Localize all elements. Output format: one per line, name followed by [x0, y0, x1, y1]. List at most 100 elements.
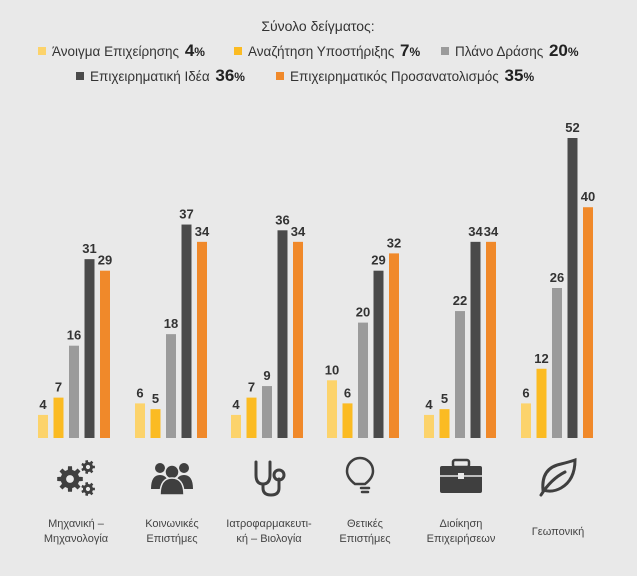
- bar: [342, 403, 353, 438]
- bar-value-label: 4: [232, 397, 240, 412]
- bar-value-label: 34: [291, 224, 306, 239]
- bar-value-label: 5: [152, 391, 159, 406]
- bar: [69, 345, 79, 438]
- gears-icon: [57, 460, 95, 496]
- bar-value-label: 18: [164, 316, 178, 331]
- bar: [389, 253, 399, 438]
- bar-value-label: 34: [195, 224, 210, 239]
- bar-value-label: 6: [522, 385, 529, 400]
- category-label: Μηχανική – Μηχανολογία: [44, 518, 109, 545]
- legend-percent-sign: %: [234, 70, 245, 84]
- legend-item: Αναζήτηση Υποστήριξης 7%: [234, 41, 421, 60]
- stethoscope-icon: [254, 460, 286, 497]
- bar: [197, 241, 207, 438]
- bar-value-label: 36: [275, 212, 289, 227]
- bar-value-label: 4: [425, 397, 433, 412]
- lightbulb-icon: [345, 456, 375, 494]
- legend-title: Σύνολο δείγματος:: [261, 18, 374, 34]
- bar: [455, 311, 465, 438]
- legend-item: Επιχειρηματικός Προσανατολισμός 35%: [276, 66, 534, 85]
- bar-value-label: 52: [565, 120, 579, 135]
- legend-swatch: [276, 72, 284, 80]
- bar: [373, 270, 384, 438]
- category-labels: Μηχανική – Μηχανολογία Κοινωνικές Επιστήμες…: [44, 518, 584, 545]
- bar: [246, 397, 257, 438]
- bar: [486, 241, 496, 438]
- bar: [470, 241, 481, 438]
- legend-percent: 20: [549, 41, 568, 60]
- bar-value-label: 40: [581, 189, 595, 204]
- legend-swatch: [76, 72, 84, 80]
- bar-value-label: 20: [356, 305, 370, 320]
- bar-value-label: 10: [325, 362, 339, 377]
- bar: [439, 409, 450, 438]
- bar: [135, 403, 145, 438]
- legend-item: Άνοιγμα Επιχείρησης 4%: [38, 41, 205, 60]
- bar-value-label: 29: [371, 253, 385, 268]
- bar: [100, 270, 110, 438]
- bar: [536, 368, 547, 438]
- legend-swatch: [234, 47, 242, 55]
- legend-item: Επιχειρηματική Ιδέα 36%: [76, 66, 245, 85]
- bar: [166, 334, 176, 438]
- legend-percent-sign: %: [568, 45, 579, 59]
- legend-swatch: [441, 47, 449, 55]
- bar: [262, 386, 272, 438]
- bar-value-label: 6: [344, 385, 351, 400]
- bar: [567, 138, 578, 438]
- bar: [552, 288, 562, 438]
- leaf-icon: [539, 457, 577, 497]
- people-icon: [151, 463, 193, 496]
- legend-percent-sign: %: [523, 70, 534, 84]
- bar: [327, 380, 337, 438]
- legend-label: Αναζήτηση Υποστήριξης 7%: [248, 41, 421, 60]
- bar-value-label: 22: [453, 293, 467, 308]
- category-label: Διοίκηση Επιχειρήσεων: [427, 518, 496, 545]
- bar: [38, 414, 48, 438]
- bar-value-label: 4: [39, 397, 47, 412]
- bar-value-label: 26: [550, 270, 564, 285]
- bar-value-label: 32: [387, 235, 401, 250]
- bar-value-label: 31: [82, 241, 96, 256]
- legend-label: Άνοιγμα Επιχείρησης 4%: [52, 41, 205, 60]
- bar: [521, 403, 531, 438]
- bar-value-label: 7: [248, 380, 255, 395]
- legend-percent-sign: %: [194, 45, 205, 59]
- bar: [84, 259, 95, 438]
- bar-value-label: 12: [534, 351, 548, 366]
- legend: Σύνολο δείγματος: Άνοιγμα Επιχείρησης 4% Α…: [38, 18, 579, 85]
- legend-label: Πλάνο Δράσης 20%: [455, 41, 579, 60]
- bar: [358, 322, 368, 438]
- bar-value-label: 9: [263, 368, 270, 383]
- bar: [181, 224, 192, 438]
- category-label: Γεωπονική: [532, 526, 585, 538]
- category-icons: [57, 456, 577, 497]
- bar-value-label: 34: [484, 224, 499, 239]
- legend-percent: 4: [185, 41, 195, 60]
- category-label: Κοινωνικές Επιστήμες: [145, 518, 199, 545]
- bar: [277, 230, 288, 438]
- legend-label: Επιχειρηματική Ιδέα 36%: [90, 66, 245, 85]
- briefcase-icon: [440, 458, 482, 493]
- legend-swatch: [38, 47, 46, 55]
- bar-value-label: 37: [179, 207, 193, 222]
- category-label: Θετικές Επιστήμες: [339, 518, 390, 545]
- bar-value-label: 5: [441, 391, 448, 406]
- bar-group: 4 5 22 34 34: [424, 224, 499, 438]
- category-label: Ιατροφαρμακευτι-κή – Βιολογία: [226, 518, 312, 545]
- bar-value-label: 29: [98, 253, 112, 268]
- bar: [53, 397, 64, 438]
- bar: [424, 414, 434, 438]
- bar: [231, 414, 241, 438]
- legend-percent-sign: %: [410, 45, 421, 59]
- bar-value-label: 7: [55, 380, 62, 395]
- bar-value-label: 34: [468, 224, 483, 239]
- bar: [583, 207, 593, 438]
- bar: [293, 241, 303, 438]
- bar-group: 6 12 26 52 40: [521, 120, 595, 438]
